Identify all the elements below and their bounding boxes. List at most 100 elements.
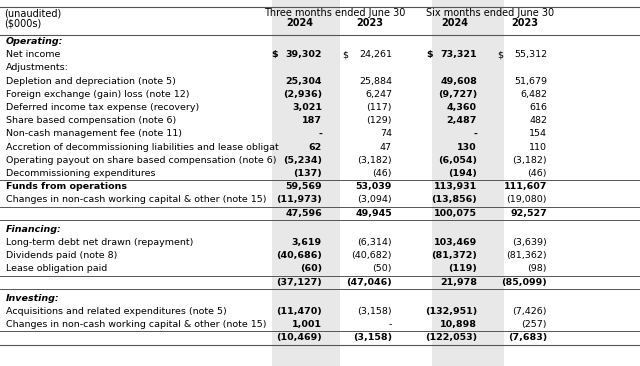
Text: -: - — [318, 130, 322, 138]
Text: -: - — [473, 130, 477, 138]
Text: 10,898: 10,898 — [440, 320, 477, 329]
Text: 2024: 2024 — [287, 18, 314, 28]
Text: (117): (117) — [367, 103, 392, 112]
Text: Accretion of decommissioning liabilities and lease obligat: Accretion of decommissioning liabilities… — [6, 143, 279, 152]
Text: 47: 47 — [380, 143, 392, 152]
Text: (10,469): (10,469) — [276, 333, 322, 343]
Text: (unaudited): (unaudited) — [4, 8, 61, 18]
Text: 6,482: 6,482 — [520, 90, 547, 99]
Text: 59,569: 59,569 — [285, 182, 322, 191]
Text: 74: 74 — [380, 130, 392, 138]
Text: (37,127): (37,127) — [276, 277, 322, 287]
Text: 73,321: 73,321 — [440, 50, 477, 59]
Text: 111,607: 111,607 — [504, 182, 547, 191]
Text: Decommissioning expenditures: Decommissioning expenditures — [6, 169, 156, 178]
Text: (3,094): (3,094) — [357, 195, 392, 204]
Text: (46): (46) — [527, 169, 547, 178]
Text: 49,945: 49,945 — [355, 209, 392, 218]
Text: (3,182): (3,182) — [513, 156, 547, 165]
Text: $: $ — [342, 50, 348, 59]
Text: Operating:: Operating: — [6, 37, 63, 46]
Text: Deferred income tax expense (recovery): Deferred income tax expense (recovery) — [6, 103, 199, 112]
Text: (60): (60) — [300, 264, 322, 273]
Text: 51,679: 51,679 — [514, 76, 547, 86]
Text: 482: 482 — [529, 116, 547, 125]
Text: (129): (129) — [367, 116, 392, 125]
Text: Operating payout on share based compensation (note 6): Operating payout on share based compensa… — [6, 156, 276, 165]
Text: (11,470): (11,470) — [276, 307, 322, 316]
Text: Changes in non-cash working capital & other (note 15): Changes in non-cash working capital & ot… — [6, 320, 266, 329]
Text: (85,099): (85,099) — [501, 277, 547, 287]
Text: (5,234): (5,234) — [283, 156, 322, 165]
Text: -: - — [388, 320, 392, 329]
Text: Foreign exchange (gain) loss (note 12): Foreign exchange (gain) loss (note 12) — [6, 90, 189, 99]
Text: (122,053): (122,053) — [425, 333, 477, 343]
Text: Long-term debt net drawn (repayment): Long-term debt net drawn (repayment) — [6, 238, 193, 247]
Text: 4,360: 4,360 — [447, 103, 477, 112]
Text: (98): (98) — [527, 264, 547, 273]
Text: 3,619: 3,619 — [292, 238, 322, 247]
Text: (7,426): (7,426) — [513, 307, 547, 316]
Text: 187: 187 — [302, 116, 322, 125]
Text: 47,596: 47,596 — [285, 209, 322, 218]
Text: Non-cash management fee (note 11): Non-cash management fee (note 11) — [6, 130, 182, 138]
Text: Adjustments:: Adjustments: — [6, 63, 69, 72]
Text: (3,182): (3,182) — [357, 156, 392, 165]
Text: Depletion and depreciation (note 5): Depletion and depreciation (note 5) — [6, 76, 176, 86]
Text: (3,158): (3,158) — [357, 307, 392, 316]
Text: Six months ended June 30: Six months ended June 30 — [426, 8, 554, 18]
Text: (11,973): (11,973) — [276, 195, 322, 204]
Bar — [432, 0, 504, 366]
Text: $: $ — [497, 50, 503, 59]
Text: (3,639): (3,639) — [512, 238, 547, 247]
Text: 6,247: 6,247 — [365, 90, 392, 99]
Text: (81,362): (81,362) — [506, 251, 547, 260]
Text: (2,936): (2,936) — [283, 90, 322, 99]
Text: Net income: Net income — [6, 50, 60, 59]
Text: (47,046): (47,046) — [346, 277, 392, 287]
Text: 100,075: 100,075 — [434, 209, 477, 218]
Text: (50): (50) — [372, 264, 392, 273]
Text: 25,884: 25,884 — [359, 76, 392, 86]
Text: 55,312: 55,312 — [514, 50, 547, 59]
Text: Financing:: Financing: — [6, 225, 61, 234]
Text: Changes in non-cash working capital & other (note 15): Changes in non-cash working capital & ot… — [6, 195, 266, 204]
Text: (132,951): (132,951) — [425, 307, 477, 316]
Text: 113,931: 113,931 — [434, 182, 477, 191]
Text: 616: 616 — [529, 103, 547, 112]
Text: (137): (137) — [293, 169, 322, 178]
Bar — [272, 0, 340, 366]
Text: 2024: 2024 — [442, 18, 468, 28]
Text: 154: 154 — [529, 130, 547, 138]
Text: (81,372): (81,372) — [431, 251, 477, 260]
Text: (9,727): (9,727) — [438, 90, 477, 99]
Text: (119): (119) — [448, 264, 477, 273]
Text: (46): (46) — [372, 169, 392, 178]
Text: 49,608: 49,608 — [440, 76, 477, 86]
Text: Funds from operations: Funds from operations — [6, 182, 127, 191]
Text: Three months ended June 30: Three months ended June 30 — [264, 8, 406, 18]
Text: (6,054): (6,054) — [438, 156, 477, 165]
Text: (19,080): (19,080) — [506, 195, 547, 204]
Text: 2,487: 2,487 — [447, 116, 477, 125]
Text: (257): (257) — [522, 320, 547, 329]
Text: (13,856): (13,856) — [431, 195, 477, 204]
Text: Investing:: Investing: — [6, 294, 60, 303]
Text: 2023: 2023 — [511, 18, 538, 28]
Text: 103,469: 103,469 — [434, 238, 477, 247]
Text: (3,158): (3,158) — [353, 333, 392, 343]
Text: (40,686): (40,686) — [276, 251, 322, 260]
Text: 1,001: 1,001 — [292, 320, 322, 329]
Text: Dividends paid (note 8): Dividends paid (note 8) — [6, 251, 117, 260]
Text: 25,304: 25,304 — [285, 76, 322, 86]
Text: 3,021: 3,021 — [292, 103, 322, 112]
Text: 24,261: 24,261 — [359, 50, 392, 59]
Text: $: $ — [271, 50, 278, 59]
Text: Acquisitions and related expenditures (note 5): Acquisitions and related expenditures (n… — [6, 307, 227, 316]
Text: (6,314): (6,314) — [357, 238, 392, 247]
Text: 92,527: 92,527 — [510, 209, 547, 218]
Text: $: $ — [426, 50, 433, 59]
Text: 2023: 2023 — [356, 18, 383, 28]
Text: ($000s): ($000s) — [4, 18, 41, 28]
Text: 39,302: 39,302 — [285, 50, 322, 59]
